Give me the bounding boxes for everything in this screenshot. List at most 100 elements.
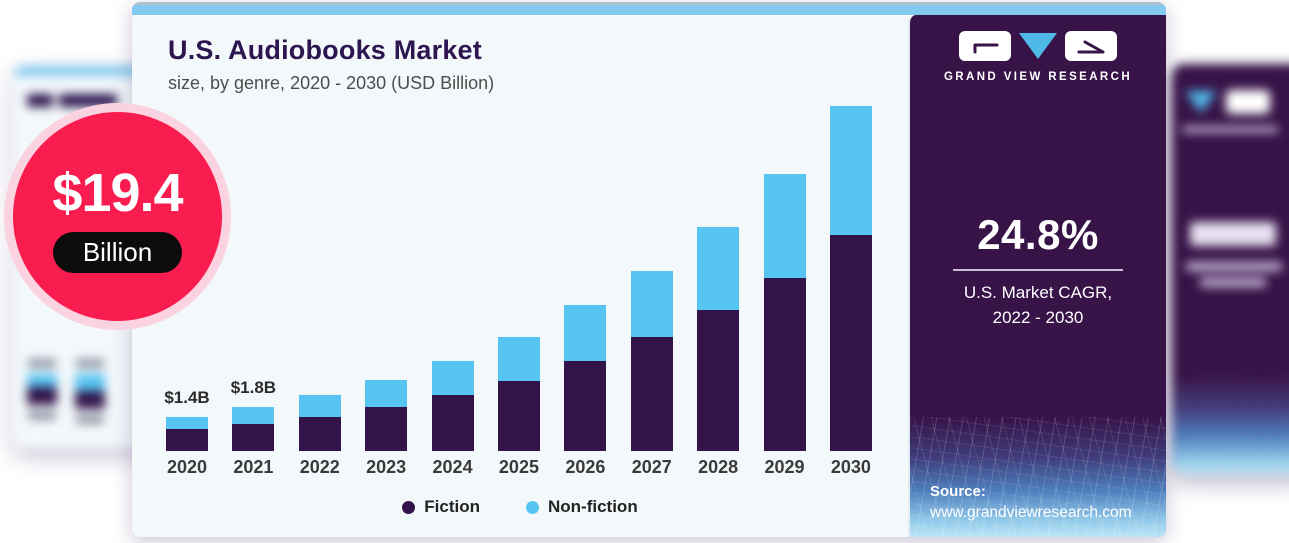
bar-stack-2020: $1.4B xyxy=(164,388,210,451)
legend-item-non-fiction: Non-fiction xyxy=(526,497,638,517)
gvr-logo xyxy=(959,31,1117,61)
cagr-value: 24.8% xyxy=(977,211,1099,258)
blurred-caption-line xyxy=(1186,262,1282,271)
card-top-accent xyxy=(132,2,1166,15)
badge-unit: Billion xyxy=(82,237,153,267)
x-axis-label-2024: 2024 xyxy=(432,457,473,477)
bar-stack-2025 xyxy=(497,337,540,451)
cagr-caption-2: 2022 - 2030 xyxy=(992,307,1084,327)
source-block: Source: www.grandviewresearch.com xyxy=(910,417,1166,537)
x-axis-label-2021: 2021 xyxy=(233,457,274,477)
bar-stack-2029 xyxy=(763,174,806,451)
bar-stack-2024 xyxy=(431,361,474,451)
x-axis-label-2030: 2030 xyxy=(830,457,871,477)
x-axis-label-2022: 2022 xyxy=(299,457,340,477)
bar-segment-non-fiction xyxy=(564,305,607,361)
legend-label-non-fiction: Non-fiction xyxy=(548,497,638,516)
bar-segment-fiction xyxy=(763,278,806,451)
bar-segment-fiction xyxy=(630,337,673,451)
cagr-divider xyxy=(953,269,1123,271)
bar-stack-2026 xyxy=(564,305,607,451)
blurred-triangle-icon xyxy=(1185,91,1217,113)
bar-segment-non-fiction xyxy=(630,271,673,337)
badge-unit-pill: Billion xyxy=(52,232,183,273)
source-label: Source: xyxy=(930,483,986,500)
bar-segment-fiction xyxy=(166,429,208,451)
bar-value-label-2021: $1.8B xyxy=(230,378,277,397)
blurred-source-gradient xyxy=(1172,378,1289,474)
blurred-bar xyxy=(75,359,105,424)
bar-stack-2021: $1.8B xyxy=(231,378,276,451)
bar-group-2025: 2025 xyxy=(497,337,540,478)
value-badge: $19.4 Billion xyxy=(4,103,231,330)
x-axis-label-2026: 2026 xyxy=(565,457,606,477)
bar-segment-fiction xyxy=(497,381,540,451)
bar-segment-non-fiction xyxy=(298,395,341,417)
x-axis-label-2025: 2025 xyxy=(498,457,539,477)
bar-group-2028: 2028 xyxy=(697,227,740,478)
x-axis-label-2020: 2020 xyxy=(166,457,208,477)
brand-sidebar: GRAND VIEW RESEARCH 24.8% U.S. Market CA… xyxy=(908,15,1166,537)
bar-segment-non-fiction xyxy=(497,337,540,381)
x-axis-label-2027: 2027 xyxy=(631,457,672,477)
bar-segment-fiction xyxy=(232,424,275,451)
chart-card: U.S. Audiobooks Market size, by genre, 2… xyxy=(132,2,1166,537)
logo-g-icon xyxy=(959,31,1011,61)
blurred-cagr-value xyxy=(1190,222,1276,246)
bar-stack-2030 xyxy=(829,106,872,451)
bar-group-2026: 2026 xyxy=(564,305,607,478)
bar-segment-non-fiction xyxy=(763,174,806,278)
chart-title: U.S. Audiobooks Market xyxy=(168,35,482,65)
bar-value-label-2020: $1.4B xyxy=(164,388,210,407)
background-card-right xyxy=(1172,64,1289,474)
bar-segment-fiction xyxy=(564,361,607,451)
badge-value: $19.4 xyxy=(52,163,183,223)
bar-segment-fiction xyxy=(431,395,474,451)
logo-triangle-icon xyxy=(1019,33,1057,59)
blurred-caption-line xyxy=(1200,278,1266,287)
bar-segment-non-fiction xyxy=(232,407,275,424)
bar-group-2021: $1.8B 2021 xyxy=(231,378,276,478)
bar-group-2029: 2029 xyxy=(763,174,806,478)
legend-dot-non-fiction xyxy=(526,500,539,514)
legend: Fiction Non-fiction xyxy=(132,497,908,517)
bar-segment-non-fiction xyxy=(365,380,408,407)
x-axis-label-2023: 2023 xyxy=(366,457,407,477)
plot-area: $1.4B 2020 $1.8B 2021 2022 2023 2024 2025 2026 20… xyxy=(164,106,872,478)
cagr-block: 24.8% U.S. Market CAGR, 2022 - 2030 xyxy=(953,211,1123,330)
bar-segment-fiction xyxy=(829,235,872,451)
legend-label-fiction: Fiction xyxy=(424,497,480,516)
x-axis-label-2028: 2028 xyxy=(698,457,739,477)
blurred-logo xyxy=(1184,90,1270,114)
bar-group-2030: 2030 xyxy=(829,106,872,478)
bar-segment-non-fiction xyxy=(431,361,474,395)
chart-subtitle: size, by genre, 2020 - 2030 (USD Billion… xyxy=(168,73,495,93)
bar-segment-non-fiction xyxy=(166,417,208,429)
bar-stack-2027 xyxy=(630,271,673,451)
source-url: www.grandviewresearch.com xyxy=(930,504,1132,521)
bar-group-2024: 2024 xyxy=(431,361,474,478)
chart-area: U.S. Audiobooks Market size, by genre, 2… xyxy=(132,15,908,537)
blurred-top-accent xyxy=(13,66,163,76)
bar-group-2020: $1.4B 2020 xyxy=(164,388,210,478)
legend-dot-fiction xyxy=(402,500,416,514)
bar-group-2027: 2027 xyxy=(630,271,673,478)
bar-stack-2022 xyxy=(298,395,341,451)
blurred-brand-text xyxy=(1182,126,1278,133)
cagr-caption-1: U.S. Market CAGR, xyxy=(963,283,1113,302)
legend-item-fiction: Fiction xyxy=(402,497,480,517)
bar-segment-fiction xyxy=(298,417,341,451)
bar-segment-non-fiction xyxy=(829,106,872,235)
blurred-mini-chart xyxy=(27,359,105,424)
bar-segment-fiction xyxy=(365,407,408,451)
logo-r-icon xyxy=(1065,31,1117,61)
bar-segment-non-fiction xyxy=(697,227,740,310)
bar-stack-2028 xyxy=(697,227,740,451)
bar-group-2022: 2022 xyxy=(298,395,341,478)
brand-name: GRAND VIEW RESEARCH xyxy=(943,71,1133,83)
x-axis-label-2029: 2029 xyxy=(764,457,805,477)
bars-row: $1.4B 2020 $1.8B 2021 2022 2023 2024 2025 2026 20… xyxy=(164,106,872,478)
bar-group-2023: 2023 xyxy=(365,380,408,478)
bar-segment-fiction xyxy=(697,310,740,451)
